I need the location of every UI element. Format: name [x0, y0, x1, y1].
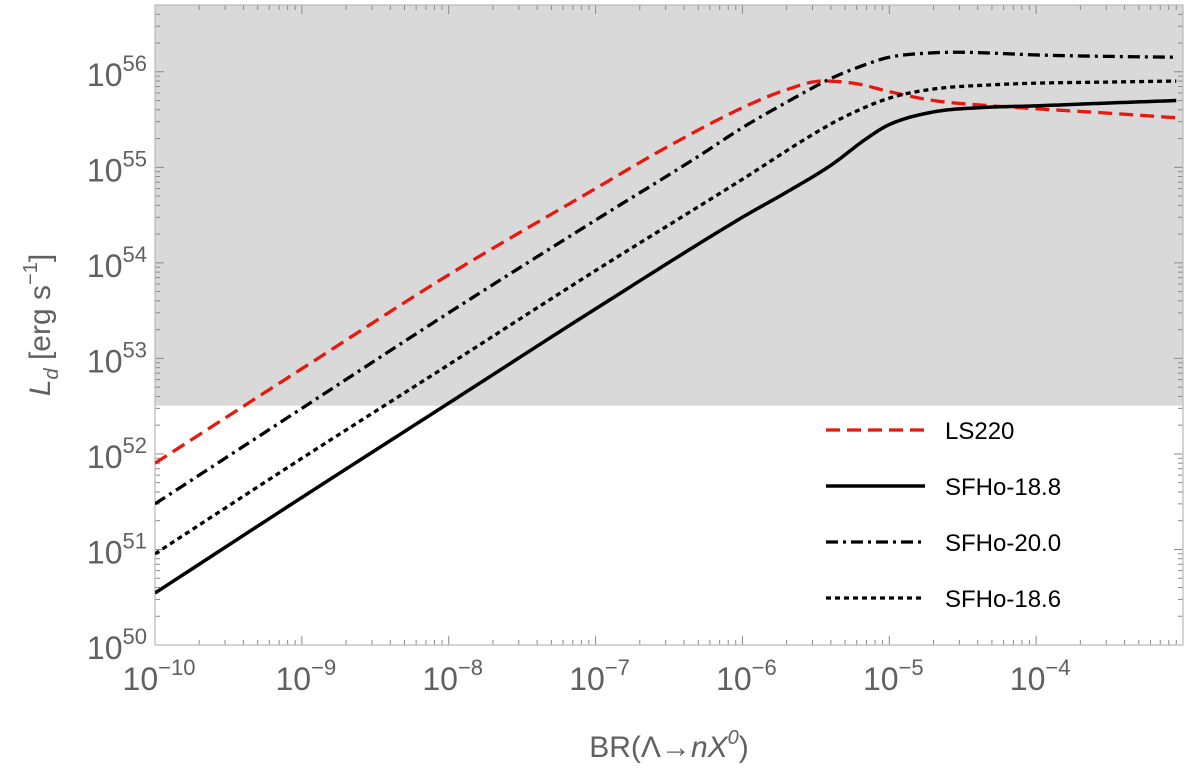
y-tick-label-exp: 50	[123, 624, 147, 649]
series-line-sfho-18-8	[155, 98, 1177, 595]
x-tick-label: 10−6	[716, 655, 777, 697]
x-tick-label-base: 10	[1010, 661, 1046, 697]
x-tick-label: 10−10	[123, 655, 196, 697]
x-axis-title-close: )	[739, 731, 749, 764]
x-tick-label-exp: −10	[158, 655, 195, 680]
x-tick-label-exp: −4	[1045, 655, 1070, 680]
y-tick-label-exp: 55	[123, 146, 147, 171]
plot-frame	[154, 4, 1184, 646]
y-tick-label-exp: 53	[123, 337, 147, 362]
y-tick-label-exp: 56	[123, 51, 147, 76]
y-tick-label-base: 10	[87, 57, 123, 93]
x-tick-label: 10−9	[276, 655, 337, 697]
series-line-sfho-20-0	[155, 50, 1177, 506]
legend-label: SFHo-20.0	[945, 530, 1061, 557]
x-tick-label-exp: −5	[899, 655, 924, 680]
x-tick-label: 10−5	[863, 655, 924, 697]
y-tick-label: 1051	[87, 528, 147, 570]
x-tick-label: 10−4	[1010, 655, 1071, 697]
x-tick-label-exp: −6	[752, 655, 777, 680]
legend-label: SFHo-18.8	[945, 474, 1061, 501]
legend-label: SFHo-18.6	[945, 586, 1061, 613]
x-tick-label-base: 10	[716, 661, 752, 697]
legend-label: LS220	[945, 418, 1014, 445]
y-tick-label-base: 10	[87, 343, 123, 379]
y-tick-label-base: 10	[87, 534, 123, 570]
y-tick-label-base: 10	[87, 630, 123, 666]
series-layer	[155, 50, 1177, 595]
y-axis-title-mid: [erg s	[24, 285, 57, 368]
y-tick-label: 1050	[87, 624, 147, 666]
x-tick-label-base: 10	[569, 661, 605, 697]
legend: LS220 SFHo-18.8 SFHo-20.0 SFHo-18.6	[826, 418, 1061, 613]
y-tick-label-base: 10	[87, 248, 123, 284]
y-tick-label-exp: 51	[123, 528, 147, 553]
x-tick-label-exp: −7	[605, 655, 630, 680]
x-tick-label-base: 10	[123, 661, 159, 697]
axis-ticks	[154, 4, 1184, 646]
x-tick-label-base: 10	[422, 661, 458, 697]
x-axis-title-base: BR(Λ→	[589, 731, 691, 764]
y-tick-label-base: 10	[87, 439, 123, 475]
x-tick-label-exp: −8	[458, 655, 483, 680]
y-axis-title-sup: −1	[20, 262, 42, 285]
y-axis-title-italic: L	[24, 379, 57, 396]
x-tick-label: 10−7	[569, 655, 630, 697]
y-tick-label-exp: 52	[123, 433, 147, 458]
y-tick-label-exp: 54	[123, 242, 147, 267]
y-tick-label: 1055	[87, 146, 147, 188]
x-tick-label-exp: −9	[311, 655, 336, 680]
y-axis-title-close: ]	[24, 254, 57, 262]
shaded-region	[155, 5, 1183, 406]
y-tick-label: 1053	[87, 337, 147, 379]
x-axis-title-sup: 0	[728, 727, 739, 749]
x-tick-labels: 10−10 10−9 10−8 10−7 10−6 10−5 10−4	[123, 655, 1071, 697]
x-tick-label: 10−8	[422, 655, 483, 697]
x-tick-label-base: 10	[276, 661, 312, 697]
x-tick-label-base: 10	[863, 661, 899, 697]
y-axis-title-sub: d	[41, 367, 63, 379]
y-tick-label: 1052	[87, 433, 147, 475]
x-axis-title: BR(Λ→nX0)	[589, 727, 749, 764]
y-tick-label-base: 10	[87, 152, 123, 188]
y-tick-label: 1054	[87, 242, 147, 284]
x-axis-title-italic: nX	[691, 731, 729, 764]
y-axis-title: Ld [erg s−1]	[20, 254, 63, 396]
y-tick-label: 1056	[87, 51, 147, 93]
